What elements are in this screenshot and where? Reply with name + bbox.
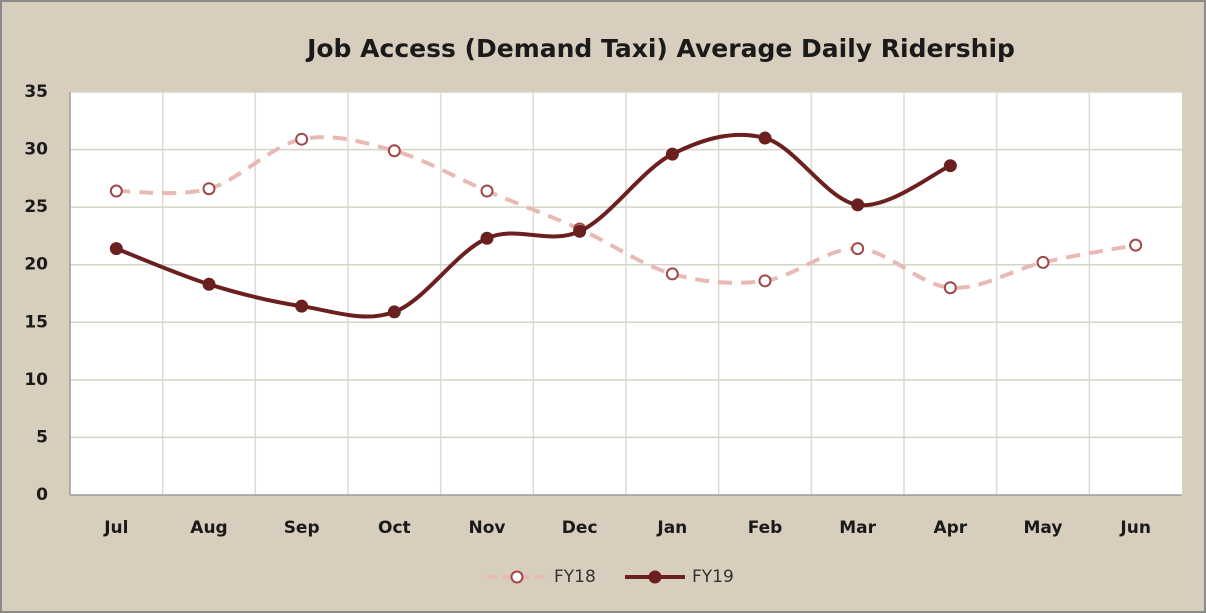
data-point (202, 182, 216, 196)
data-point (202, 277, 216, 291)
x-tick-label: Feb (748, 518, 783, 538)
x-tick-label: Aug (190, 518, 227, 538)
data-point (758, 274, 772, 288)
data-point (1129, 238, 1143, 252)
x-tick-label: Jun (1119, 518, 1151, 538)
legend-marker (648, 570, 662, 584)
legend-label: FY18 (554, 567, 596, 587)
data-point (480, 231, 494, 245)
data-point (665, 267, 679, 281)
y-tick-label: 10 (24, 370, 48, 390)
data-point (109, 242, 123, 256)
y-tick-label: 35 (24, 82, 48, 102)
data-point (1036, 255, 1050, 269)
x-tick-label: Jul (103, 518, 128, 538)
data-point (943, 281, 957, 295)
data-point (851, 198, 865, 212)
data-point (295, 299, 309, 313)
x-tick-label: Dec (562, 518, 598, 538)
data-point (943, 159, 957, 173)
series-line (115, 132, 952, 319)
y-tick-label: 30 (24, 140, 48, 160)
chart-title: Job Access (Demand Taxi) Average Daily R… (305, 34, 1015, 63)
data-point (387, 144, 401, 158)
grid (69, 91, 1182, 496)
marks (109, 131, 1143, 319)
x-tick-label: May (1024, 518, 1063, 538)
y-tick-label: 15 (24, 312, 48, 332)
data-point (665, 147, 679, 161)
legend-marker (510, 570, 524, 584)
legend-label: FY19 (692, 567, 734, 587)
data-point (295, 132, 309, 146)
x-tick-label: Sep (284, 518, 320, 538)
y-tick-label: 25 (24, 197, 48, 217)
x-tick-label: Oct (378, 518, 411, 538)
data-point (758, 131, 772, 145)
data-point (480, 184, 494, 198)
x-tick-label: Jan (656, 518, 687, 538)
series-line (116, 135, 1137, 290)
x-tick-label: Mar (839, 518, 876, 538)
y-tick-label: 20 (24, 255, 48, 275)
y-tick-label: 0 (36, 485, 48, 505)
y-tick-label: 5 (36, 427, 48, 447)
x-tick-label: Nov (469, 518, 506, 538)
data-point (387, 305, 401, 319)
data-point (109, 184, 123, 198)
data-point (573, 224, 587, 238)
x-tick-label: Apr (933, 518, 967, 538)
data-point (851, 242, 865, 256)
